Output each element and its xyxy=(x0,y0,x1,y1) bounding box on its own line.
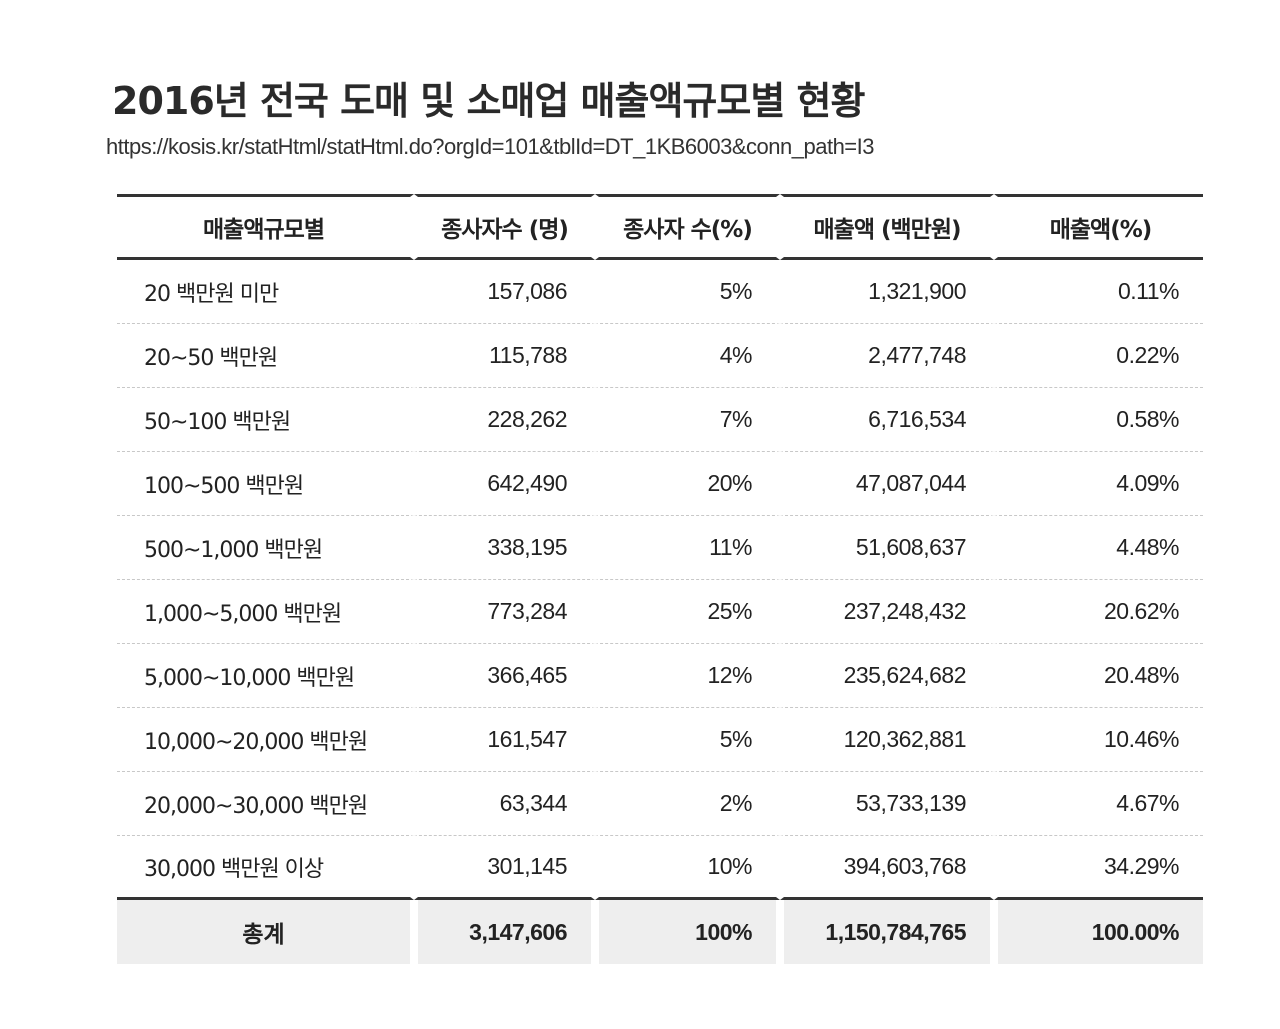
cell-employees: 157,086 xyxy=(414,260,595,324)
table-row: 20,000~30,000 백만원 63,344 2% 53,733,139 4.67% xyxy=(117,772,1203,836)
total-employees: 3,147,606 xyxy=(414,900,595,964)
cell-employees: 642,490 xyxy=(414,452,595,516)
total-sales-pct: 100.00% xyxy=(994,900,1203,964)
cell-employees-pct: 2% xyxy=(595,772,780,836)
cell-sales-pct: 4.09% xyxy=(994,452,1203,516)
cell-sales: 6,716,534 xyxy=(780,388,994,452)
table-footer: 총계 3,147,606 100% 1,150,784,765 100.00% xyxy=(117,900,1203,964)
cell-employees: 338,195 xyxy=(414,516,595,580)
cell-employees-pct: 7% xyxy=(595,388,780,452)
cell-sales-pct: 20.62% xyxy=(994,580,1203,644)
cell-sales: 235,624,682 xyxy=(780,644,994,708)
cell-sales-size: 20,000~30,000 백만원 xyxy=(117,772,414,836)
source-url: https://kosis.kr/statHtml/statHtml.do?or… xyxy=(106,134,875,159)
header-sales-pct: 매출액(%) xyxy=(994,194,1203,260)
cell-sales-pct: 4.67% xyxy=(994,772,1203,836)
cell-sales: 47,087,044 xyxy=(780,452,994,516)
cell-employees-pct: 5% xyxy=(595,708,780,772)
table-row: 20~50 백만원 115,788 4% 2,477,748 0.22% xyxy=(117,324,1203,388)
cell-sales-size: 10,000~20,000 백만원 xyxy=(117,708,414,772)
cell-sales-size: 20~50 백만원 xyxy=(117,324,414,388)
cell-sales-size: 100~500 백만원 xyxy=(117,452,414,516)
cell-sales: 237,248,432 xyxy=(780,580,994,644)
cell-sales: 53,733,139 xyxy=(780,772,994,836)
table-header: 매출액규모별 종사자수 (명) 종사자 수(%) 매출액 (백만원) 매출액(%… xyxy=(117,194,1203,260)
cell-employees: 773,284 xyxy=(414,580,595,644)
cell-sales-pct: 0.58% xyxy=(994,388,1203,452)
cell-employees-pct: 25% xyxy=(595,580,780,644)
cell-sales-size: 1,000~5,000 백만원 xyxy=(117,580,414,644)
cell-sales-pct: 34.29% xyxy=(994,836,1203,900)
total-label: 총계 xyxy=(117,900,414,964)
total-sales: 1,150,784,765 xyxy=(780,900,994,964)
cell-employees: 228,262 xyxy=(414,388,595,452)
cell-sales-size: 50~100 백만원 xyxy=(117,388,414,452)
header-employees: 종사자수 (명) xyxy=(414,194,595,260)
page-title: 2016년 전국 도매 및 소매업 매출액규모별 현황 xyxy=(112,79,865,123)
cell-employees: 63,344 xyxy=(414,772,595,836)
cell-employees-pct: 5% xyxy=(595,260,780,324)
header-sales-size: 매출액규모별 xyxy=(117,194,414,260)
sales-size-table: 매출액규모별 종사자수 (명) 종사자 수(%) 매출액 (백만원) 매출액(%… xyxy=(117,194,1203,964)
table-row: 1,000~5,000 백만원 773,284 25% 237,248,432 20.6… xyxy=(117,580,1203,644)
cell-sales-size: 30,000 백만원 이상 xyxy=(117,836,414,900)
cell-sales-pct: 0.22% xyxy=(994,324,1203,388)
table-row: 50~100 백만원 228,262 7% 6,716,534 0.58% xyxy=(117,388,1203,452)
table-row: 10,000~20,000 백만원 161,547 5% 120,362,881 10.… xyxy=(117,708,1203,772)
header-row: 매출액규모별 종사자수 (명) 종사자 수(%) 매출액 (백만원) 매출액(%… xyxy=(117,194,1203,260)
total-row: 총계 3,147,606 100% 1,150,784,765 100.00% xyxy=(117,900,1203,964)
cell-employees: 366,465 xyxy=(414,644,595,708)
cell-employees-pct: 12% xyxy=(595,644,780,708)
total-employees-pct: 100% xyxy=(595,900,780,964)
cell-employees-pct: 10% xyxy=(595,836,780,900)
cell-sales: 2,477,748 xyxy=(780,324,994,388)
cell-sales: 1,321,900 xyxy=(780,260,994,324)
header-employees-pct: 종사자 수(%) xyxy=(595,194,780,260)
cell-sales: 120,362,881 xyxy=(780,708,994,772)
cell-sales-pct: 0.11% xyxy=(994,260,1203,324)
table-row: 20 백만원 미만 157,086 5% 1,321,900 0.11% xyxy=(117,260,1203,324)
cell-sales-size: 5,000~10,000 백만원 xyxy=(117,644,414,708)
cell-employees: 115,788 xyxy=(414,324,595,388)
cell-sales-size: 500~1,000 백만원 xyxy=(117,516,414,580)
cell-sales-size: 20 백만원 미만 xyxy=(117,260,414,324)
cell-sales-pct: 4.48% xyxy=(994,516,1203,580)
cell-sales-pct: 20.48% xyxy=(994,644,1203,708)
table-row: 30,000 백만원 이상 301,145 10% 394,603,768 34.29% xyxy=(117,836,1203,900)
cell-employees-pct: 4% xyxy=(595,324,780,388)
cell-employees: 301,145 xyxy=(414,836,595,900)
table-row: 500~1,000 백만원 338,195 11% 51,608,637 4.48% xyxy=(117,516,1203,580)
table-body: 20 백만원 미만 157,086 5% 1,321,900 0.11% 20~50 백만… xyxy=(117,260,1203,900)
cell-employees-pct: 20% xyxy=(595,452,780,516)
cell-sales-pct: 10.46% xyxy=(994,708,1203,772)
cell-sales: 394,603,768 xyxy=(780,836,994,900)
cell-employees: 161,547 xyxy=(414,708,595,772)
cell-sales: 51,608,637 xyxy=(780,516,994,580)
header-sales: 매출액 (백만원) xyxy=(780,194,994,260)
cell-employees-pct: 11% xyxy=(595,516,780,580)
table-row: 5,000~10,000 백만원 366,465 12% 235,624,682 20.… xyxy=(117,644,1203,708)
table-row: 100~500 백만원 642,490 20% 47,087,044 4.09% xyxy=(117,452,1203,516)
